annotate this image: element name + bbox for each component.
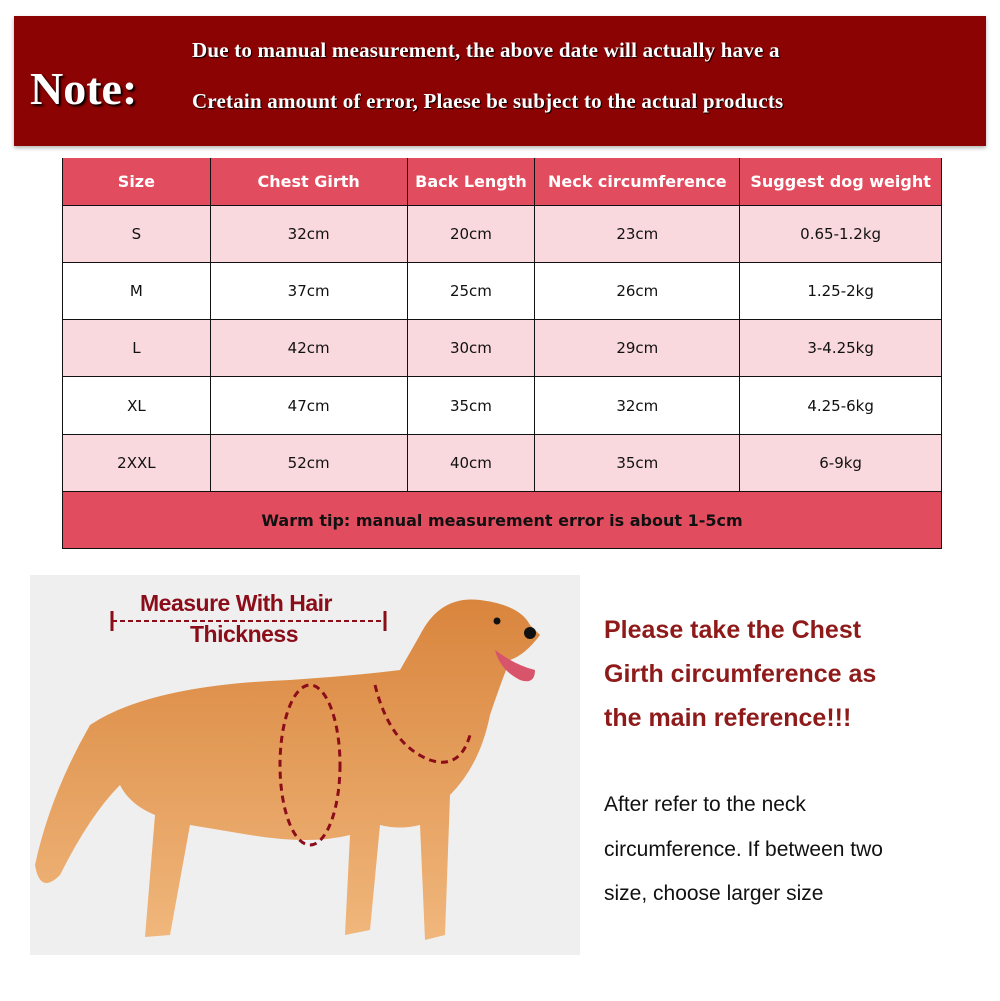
table-row: L 42cm 30cm 29cm 3-4.25kg — [62, 319, 942, 378]
cell: 20cm — [406, 204, 536, 263]
cell: 32cm — [209, 204, 408, 263]
header-weight: Suggest dog weight — [739, 158, 942, 206]
cell: 0.65-1.2kg — [739, 204, 942, 263]
cell: 30cm — [406, 319, 536, 378]
cell: 2XXL — [62, 433, 211, 492]
table-row: XL 47cm 35cm 32cm 4.25-6kg — [62, 376, 942, 435]
cell: 1.25-2kg — [739, 261, 942, 321]
dog-measurement-photo: Measure With Hair Thickness — [30, 575, 580, 955]
dog-nose — [524, 627, 536, 639]
cell: 32cm — [534, 376, 741, 435]
note-label: Note: — [30, 63, 138, 114]
note-line-1: Due to manual measurement, the above dat… — [192, 38, 780, 62]
note-line-2: Cretain amount of error, Plaese be subje… — [192, 89, 784, 113]
cell: 26cm — [534, 261, 741, 321]
reference-line-1: Please take the Chest — [604, 616, 862, 644]
neck-arrow-icon — [373, 684, 472, 764]
warm-tip: Warm tip: manual measurement error is ab… — [62, 490, 942, 550]
header-size: Size — [62, 158, 211, 206]
tip-row: Warm tip: manual measurement error is ab… — [62, 490, 942, 550]
cell: M — [62, 261, 211, 321]
note-banner: Note: Due to manual measurement, the abo… — [14, 16, 986, 146]
size-table: Size Chest Girth Back Length Neck circum… — [62, 158, 942, 550]
cell: 35cm — [534, 433, 741, 492]
reference-line-3: the main reference!!! — [604, 704, 852, 732]
dog-eye — [493, 617, 501, 625]
cell: 35cm — [406, 376, 536, 435]
cell: 37cm — [209, 261, 408, 321]
dog-body — [35, 599, 540, 940]
cell: 25cm — [406, 261, 536, 321]
dog-illustration — [35, 599, 540, 940]
cell: 23cm — [534, 204, 741, 263]
cell: XL — [62, 376, 211, 435]
table-row: M 37cm 25cm 26cm 1.25-2kg — [62, 261, 942, 321]
chest-girth-arrow-icon — [278, 683, 342, 847]
cell: 6-9kg — [739, 433, 942, 492]
header-chest: Chest Girth — [209, 158, 408, 206]
reference-line-2: Girth circumference as — [604, 660, 877, 688]
cell: S — [62, 204, 211, 263]
header-neck: Neck circumference — [534, 158, 741, 206]
advice-line-1: After refer to the neck — [604, 793, 806, 816]
cell: 47cm — [209, 376, 408, 435]
photo-caption-1: Measure With Hair — [140, 590, 332, 616]
cell: 42cm — [209, 319, 408, 378]
cell: 3-4.25kg — [739, 319, 942, 378]
dog-tongue — [495, 650, 535, 682]
header-back: Back Length — [406, 158, 536, 206]
cell: 40cm — [406, 433, 536, 492]
photo-caption-2: Thickness — [190, 621, 299, 647]
cell: 4.25-6kg — [739, 376, 942, 435]
table-row: S 32cm 20cm 23cm 0.65-1.2kg — [62, 204, 942, 263]
table-row: 2XXL 52cm 40cm 35cm 6-9kg — [62, 433, 942, 492]
cell: L — [62, 319, 211, 378]
cell: 29cm — [534, 319, 741, 378]
cell: 52cm — [209, 433, 408, 492]
advice-line-2: circumference. If between two — [604, 838, 883, 861]
advice-line-3: size, choose larger size — [604, 882, 824, 905]
table-header: Size Chest Girth Back Length Neck circum… — [62, 158, 942, 206]
